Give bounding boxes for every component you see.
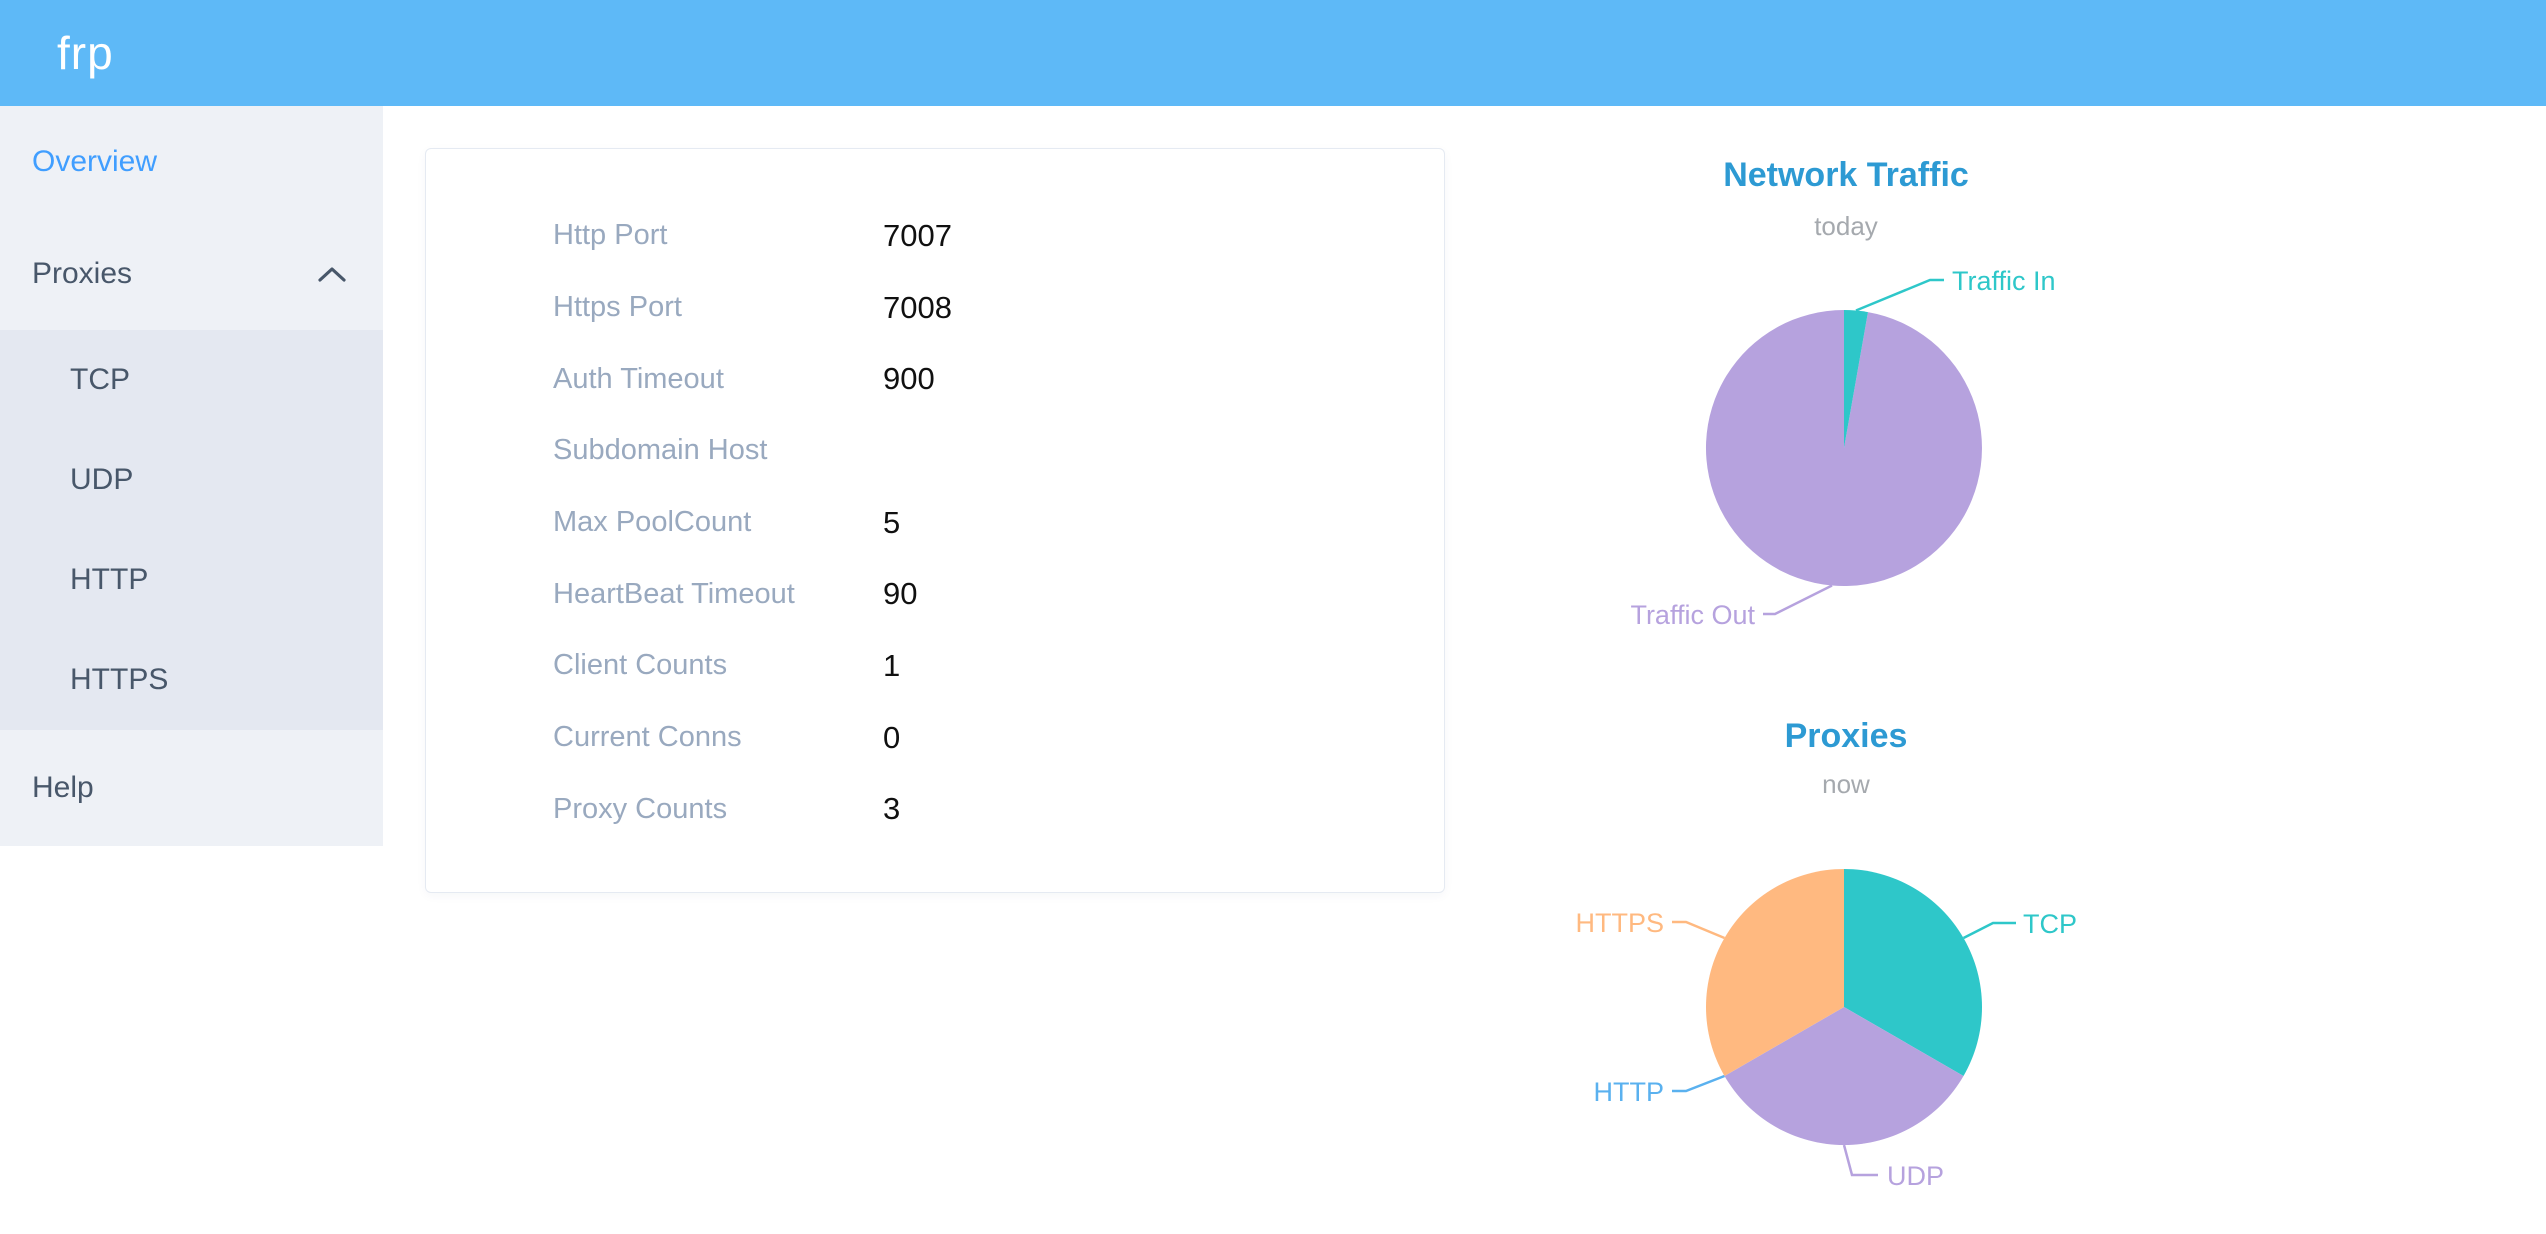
info-row: HeartBeat Timeout 90 xyxy=(426,558,1444,630)
https-label-line xyxy=(1672,920,1725,940)
info-value: 7007 xyxy=(883,217,952,253)
info-label: HeartBeat Timeout xyxy=(553,577,795,610)
info-label: Http Port xyxy=(553,219,668,252)
chevron-up-icon xyxy=(318,267,346,282)
tcp-label: TCP xyxy=(2023,909,2077,939)
sidebar-item-label: UDP xyxy=(70,463,134,496)
network-traffic-subtitle: today xyxy=(1814,211,1878,241)
info-row: Current Conns 0 xyxy=(426,702,1444,774)
sidebar-item-overview[interactable]: Overview xyxy=(0,106,383,218)
info-row: Max PoolCount 5 xyxy=(426,487,1444,559)
pie-slice-udp[interactable] xyxy=(1724,1007,1964,1145)
proxies-pie-chart: TCP UDP HTTP HTTPS xyxy=(1575,869,2077,1191)
info-label: Client Counts xyxy=(553,649,728,682)
sidebar-item-label: HTTPS xyxy=(70,663,169,696)
traffic-out-label-line xyxy=(1763,584,1833,616)
sidebar-item-label: Overview xyxy=(32,145,158,178)
info-value: 900 xyxy=(883,361,935,397)
sidebar-item-label: TCP xyxy=(70,363,130,396)
network-traffic-title: Network Traffic xyxy=(1723,156,1969,194)
udp-label: UDP xyxy=(1887,1161,1944,1191)
proxies-chart-title: Proxies xyxy=(1784,717,1908,755)
network-traffic-pie-chart: Traffic In Traffic Out xyxy=(1630,266,2056,630)
sidebar-item-https[interactable]: HTTPS xyxy=(0,630,383,730)
info-row: Subdomain Host xyxy=(426,415,1444,487)
traffic-out-label: Traffic Out xyxy=(1630,600,1755,630)
info-value: 90 xyxy=(883,576,918,612)
udp-label-line xyxy=(1842,1144,1878,1177)
info-row: Https Port 7008 xyxy=(426,272,1444,344)
proxies-chart-subtitle: now xyxy=(1822,769,1870,799)
info-value: 7008 xyxy=(883,289,952,325)
http-label: HTTP xyxy=(1594,1077,1665,1107)
info-row: Http Port 7007 xyxy=(426,200,1444,272)
http-label-line xyxy=(1672,1074,1725,1093)
info-value: 1 xyxy=(883,647,901,683)
info-label: Auth Timeout xyxy=(553,362,724,395)
sidebar-item-help[interactable]: Help xyxy=(0,730,383,846)
pie-slice-https[interactable] xyxy=(1706,869,1844,1076)
info-label: Subdomain Host xyxy=(553,434,768,467)
info-row: Proxy Counts 3 xyxy=(426,774,1444,846)
info-value: 5 xyxy=(883,504,901,540)
sidebar-item-label: Help xyxy=(32,771,94,804)
info-label: Max PoolCount xyxy=(553,506,752,539)
info-value: 0 xyxy=(883,719,901,755)
sidebar-item-http[interactable]: HTTP xyxy=(0,530,383,630)
info-label: Current Conns xyxy=(553,721,742,754)
app-header: frp xyxy=(0,0,2546,106)
info-row: Auth Timeout 900 xyxy=(426,343,1444,415)
info-value: 3 xyxy=(883,791,901,827)
sidebar: Overview Proxies TCP UDP HTTP HTTPS Help xyxy=(0,106,383,846)
tcp-label-line xyxy=(1962,921,2016,940)
server-info-card: Http Port 7007 Https Port 7008 Auth Time… xyxy=(425,148,1445,893)
traffic-in-label: Traffic In xyxy=(1952,266,2056,296)
sidebar-submenu-proxies: TCP UDP HTTP HTTPS xyxy=(0,330,383,730)
pie-slice-traffic-in[interactable] xyxy=(1844,310,1868,448)
info-row: Client Counts 1 xyxy=(426,630,1444,702)
sidebar-item-proxies[interactable]: Proxies xyxy=(0,218,383,330)
https-label: HTTPS xyxy=(1575,908,1664,938)
pie-slice-traffic-out[interactable] xyxy=(1705,310,1982,586)
sidebar-item-label: Proxies xyxy=(32,257,133,290)
traffic-in-label-line xyxy=(1855,278,1944,312)
app-logo[interactable]: frp xyxy=(57,27,114,79)
sidebar-item-tcp[interactable]: TCP xyxy=(0,330,383,430)
info-label: Https Port xyxy=(553,291,682,324)
sidebar-item-udp[interactable]: UDP xyxy=(0,430,383,530)
sidebar-item-label: HTTP xyxy=(70,563,149,596)
info-label: Proxy Counts xyxy=(553,792,728,825)
pie-slice-tcp[interactable] xyxy=(1844,869,1982,1076)
